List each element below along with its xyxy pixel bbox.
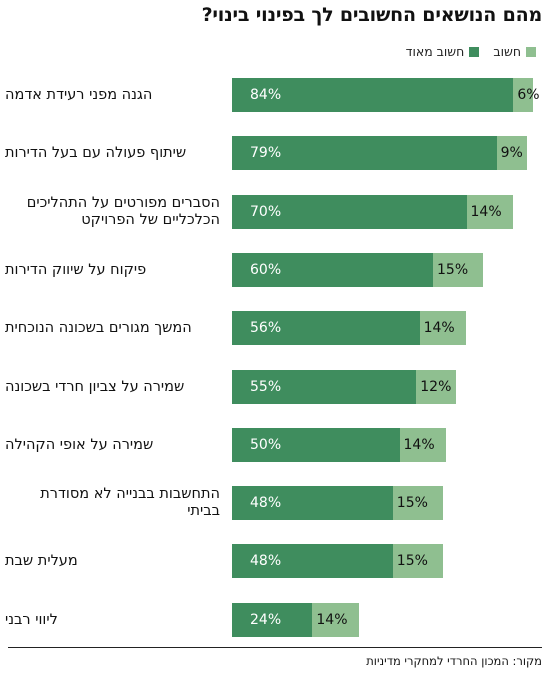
bar-row: ליווי רבני 24% 14%	[0, 603, 550, 637]
bar-very-important: 48%	[232, 486, 393, 520]
value-label-very-important: 70%	[250, 204, 282, 220]
bar-stack: 56% 14%	[232, 311, 532, 345]
value-label-important: 6%	[517, 87, 540, 103]
bar-important: 12%	[416, 370, 457, 404]
category-label: המשך מגורים בשכונה הנוכחית	[5, 311, 220, 345]
category-label-text: המשך מגורים בשכונה הנוכחית	[5, 319, 192, 336]
bar-stack: 48% 15%	[232, 544, 532, 578]
category-label: הגנה מפני רעידת אדמה	[5, 78, 220, 112]
category-label-text: שיתוף פעולה עם בעל הדירות	[5, 144, 187, 161]
category-label-text: מעלית שבת	[5, 552, 78, 569]
value-label-very-important: 24%	[250, 612, 282, 628]
value-label-very-important: 50%	[250, 437, 282, 453]
value-label-important: 14%	[316, 612, 348, 628]
bar-row: שיתוף פעולה עם בעל הדירות 79% 9%	[0, 136, 550, 170]
bar-row: פיקוח על שיווק הדירות 60% 15%	[0, 253, 550, 287]
category-label: התחשבות בבנייה לא מסודרת בביתי	[5, 486, 220, 520]
bar-row: הגנה מפני רעידת אדמה 84% 6%	[0, 78, 550, 112]
value-label-very-important: 60%	[250, 262, 282, 278]
bar-important: 6%	[513, 78, 540, 112]
category-label: שמירה על אופי הקהילה	[5, 428, 220, 462]
category-label-text: התחשבות בבנייה לא מסודרת בביתי	[40, 486, 220, 519]
category-label: ליווי רבני	[5, 603, 220, 637]
bar-important: 15%	[392, 544, 444, 578]
legend-label-important: חשוב	[493, 44, 521, 59]
category-label: הסברים מפורטים על התהליכים הכלכליים של ה…	[5, 195, 220, 229]
category-label: מעלית שבת	[5, 544, 220, 578]
category-label: שיתוף פעולה עם בעל הדירות	[5, 136, 220, 170]
bar-important: 9%	[496, 136, 527, 170]
value-label-very-important: 56%	[250, 320, 282, 336]
bar-stack: 55% 12%	[232, 370, 532, 404]
category-label-text: שמירה על אופי הקהילה	[5, 436, 154, 453]
bar-very-important: 60%	[232, 253, 433, 287]
bar-very-important: 50%	[232, 428, 400, 462]
bar-important: 15%	[433, 253, 484, 287]
bar-very-important: 56%	[232, 311, 420, 345]
legend-swatch-very-important	[469, 46, 480, 57]
value-label-important: 14%	[470, 204, 502, 220]
legend-item-very-important: חשוב מאוד	[406, 44, 480, 59]
legend-item-important: חשוב	[493, 44, 536, 59]
category-label-text: הסברים מפורטים על התהליכים הכלכליים של ה…	[26, 195, 220, 228]
value-label-very-important: 79%	[250, 145, 282, 161]
bar-stack: 84% 6%	[232, 78, 540, 112]
value-label-important: 12%	[420, 379, 452, 395]
bar-row: המשך מגורים בשכונה הנוכחית 56% 14%	[0, 311, 550, 345]
value-label-important: 14%	[423, 320, 455, 336]
bar-important: 14%	[312, 603, 360, 637]
legend: חשוב חשוב מאוד	[392, 44, 536, 59]
bar-row: הסברים מפורטים על התהליכים הכלכליים של ה…	[0, 195, 550, 229]
bar-very-important: 79%	[232, 136, 497, 170]
value-label-very-important: 55%	[250, 379, 282, 395]
value-label-important: 15%	[396, 553, 428, 569]
bar-row: התחשבות בבנייה לא מסודרת בביתי 48% 15%	[0, 486, 550, 520]
source-note: מקור: המכון החרדי למחקרי מדיניות	[8, 647, 542, 668]
bar-important: 14%	[466, 195, 514, 229]
value-label-very-important: 84%	[250, 87, 282, 103]
legend-swatch-important	[526, 46, 536, 57]
bar-stack: 48% 15%	[232, 486, 532, 520]
chart-title: מהם הנושאים החשובים לך בפינוי בינוי?	[201, 4, 543, 26]
value-label-important: 15%	[437, 262, 469, 278]
value-label-important: 9%	[500, 145, 523, 161]
bar-very-important: 55%	[232, 370, 417, 404]
category-label-text: שמירה על צביון חרדי בשכונה	[5, 378, 185, 395]
bar-stack: 70% 14%	[232, 195, 532, 229]
bar-stack: 50% 14%	[232, 428, 532, 462]
category-label-text: ליווי רבני	[5, 611, 58, 628]
category-label-text: הגנה מפני רעידת אדמה	[5, 86, 153, 103]
bar-very-important: 84%	[232, 78, 514, 112]
category-label: שמירה על צביון חרדי בשכונה	[5, 370, 220, 404]
bar-stack: 79% 9%	[232, 136, 532, 170]
bar-important: 15%	[392, 486, 444, 520]
bar-row: מעלית שבת 48% 15%	[0, 544, 550, 578]
bar-stack: 60% 15%	[232, 253, 532, 287]
bar-row: שמירה על אופי הקהילה 50% 14%	[0, 428, 550, 462]
value-label-important: 14%	[403, 437, 435, 453]
category-label: פיקוח על שיווק הדירות	[5, 253, 220, 287]
value-label-very-important: 48%	[250, 495, 282, 511]
value-label-important: 15%	[396, 495, 428, 511]
bar-very-important: 24%	[232, 603, 313, 637]
bar-very-important: 70%	[232, 195, 467, 229]
bar-very-important: 48%	[232, 544, 393, 578]
category-label-text: פיקוח על שיווק הדירות	[5, 261, 147, 278]
bar-stack: 24% 14%	[232, 603, 532, 637]
bar-important: 14%	[419, 311, 467, 345]
value-label-very-important: 48%	[250, 553, 282, 569]
bar-important: 14%	[399, 428, 447, 462]
bar-row: שמירה על צביון חרדי בשכונה 55% 12%	[0, 370, 550, 404]
legend-label-very-important: חשוב מאוד	[405, 44, 465, 59]
